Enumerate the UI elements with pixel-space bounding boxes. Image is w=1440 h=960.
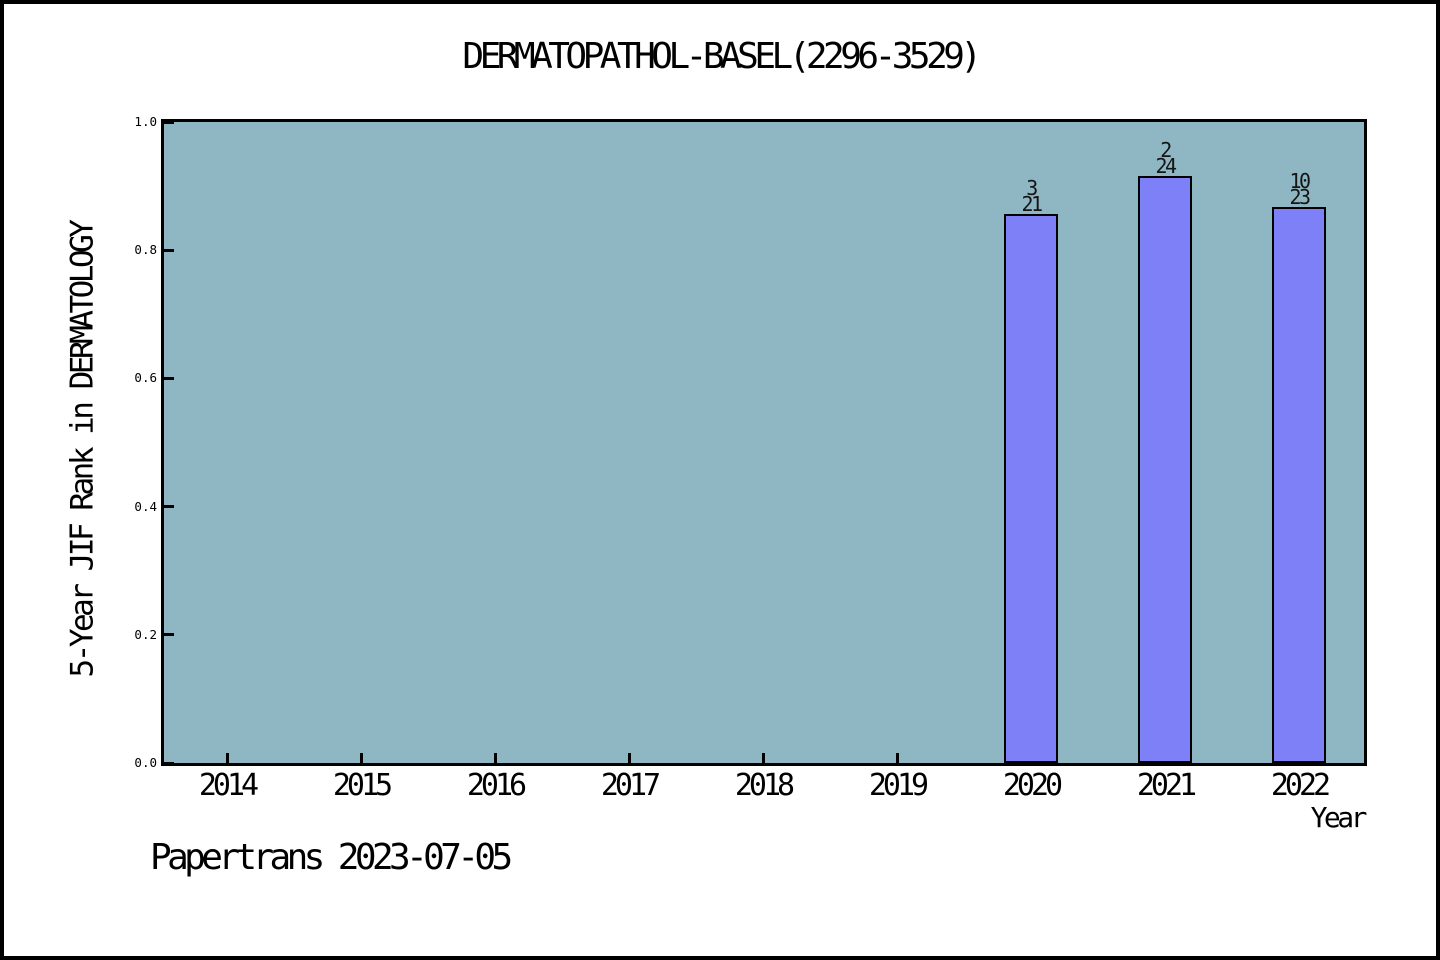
chart-title: DERMATOPATHOL-BASEL(2296-3529) — [462, 36, 982, 77]
y-tick-label: 0.6 — [134, 370, 157, 386]
x-tick-label: 2018 — [734, 768, 795, 803]
x-tick-label: 2019 — [868, 768, 929, 803]
x-tick-mark — [493, 753, 497, 763]
y-tick-label: 0.4 — [134, 498, 157, 514]
y-axis-label: 5-Year JIF Rank in DERMATOLOGY — [64, 222, 101, 678]
bar-total-value: 24 — [1155, 154, 1177, 178]
x-tick-label: 2022 — [1270, 768, 1331, 803]
bar-2020 — [1004, 214, 1058, 763]
bar-rank-value: 3 — [1026, 176, 1038, 200]
y-tick-label: 0.8 — [134, 242, 157, 258]
y-tick-mark — [164, 120, 174, 124]
bar-rank-value: 2 — [1160, 138, 1172, 162]
y-tick-mark — [164, 248, 174, 252]
bar-annotation-2020: 3 21 — [991, 176, 1071, 216]
x-tick-label: 2021 — [1136, 768, 1197, 803]
x-tick-label: 2014 — [198, 768, 259, 803]
plot-area: 3 21 2 24 10 23 — [161, 119, 1367, 766]
bar-rank-value: 10 — [1289, 169, 1311, 193]
y-tick-mark — [164, 505, 174, 509]
bar-total-value: 21 — [1021, 192, 1043, 216]
x-axis-label: Year — [1310, 801, 1368, 834]
y-tick-mark — [164, 376, 174, 380]
x-tick-mark — [761, 753, 765, 763]
bar-total-value: 23 — [1289, 185, 1311, 209]
x-tick-mark — [895, 753, 899, 763]
y-tick-label: 0.0 — [134, 755, 157, 770]
x-tick-label: 2015 — [332, 768, 393, 803]
x-tick-label: 2020 — [1002, 768, 1063, 803]
x-tick-mark — [627, 753, 631, 763]
watermark-text: Papertrans 2023-07-05 — [150, 837, 513, 878]
bar-annotation-2022: 10 23 — [1259, 169, 1339, 209]
bar-2022 — [1272, 207, 1326, 763]
x-tick-label: 2017 — [600, 768, 661, 803]
x-tick-mark — [225, 753, 229, 763]
bar-annotation-2021: 2 24 — [1125, 138, 1205, 178]
bar-2021 — [1138, 176, 1192, 763]
x-tick-label: 2016 — [466, 768, 527, 803]
y-tick-label: 0.2 — [134, 626, 157, 642]
x-tick-mark — [359, 753, 363, 763]
y-tick-label: 1.0 — [134, 114, 157, 129]
y-tick-mark — [164, 633, 174, 637]
y-tick-mark — [164, 761, 174, 765]
